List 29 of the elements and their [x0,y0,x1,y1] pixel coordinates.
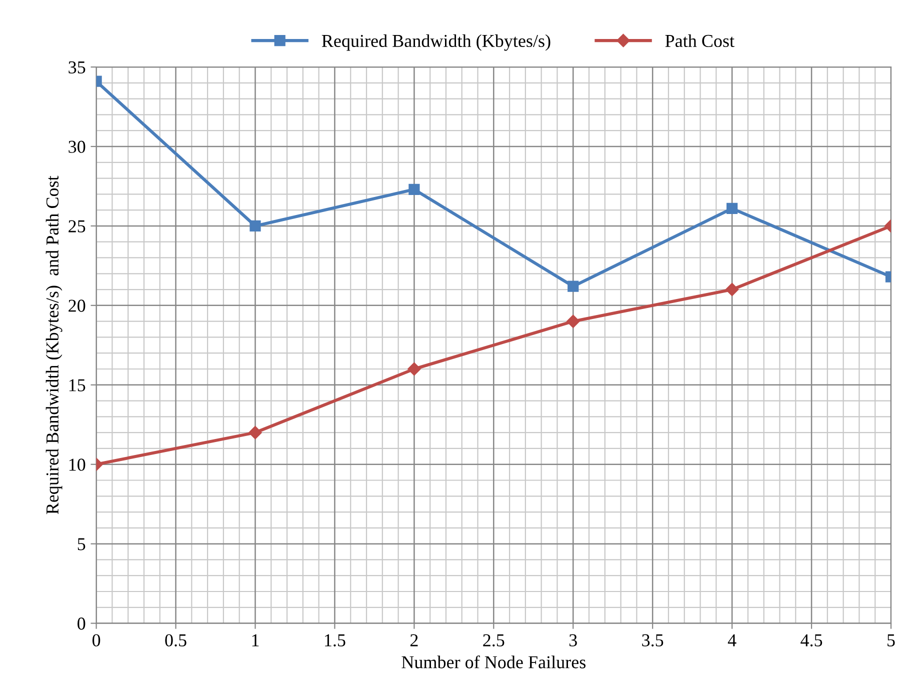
y-axis-title: Required Bandwidth (Kbytes/s) and Path Cost [46,176,62,514]
x-tick-label: 4 [728,634,736,646]
x-tick-label: 5 [888,634,895,646]
x-tick-label: 3.5 [642,634,664,646]
legend-label: Required Bandwidth (Kbytes/s) [322,34,550,51]
x-tick-label: 2.5 [483,634,504,646]
y-tick-label: 10 [69,458,86,471]
y-tick-label: 35 [68,61,86,74]
y-tick-label: 0 [78,618,86,630]
point [250,220,261,232]
x-tick-label: 4.5 [800,634,822,646]
point [248,426,262,440]
point [568,280,579,292]
x-tick-label: 0 [92,634,100,646]
y-tick-label: 15 [69,379,86,392]
x-tick-label: 3 [569,634,577,646]
x-tick-label: 2 [410,634,418,646]
x-tick-label: 0.5 [165,634,186,646]
point [408,184,420,195]
y-tick-label: 20 [68,300,86,312]
point [408,362,421,376]
y-tick-label: 25 [68,220,86,232]
point [566,314,580,328]
y-tick-label: 30 [68,140,86,153]
x-axis-title: Number of Node Failures [402,655,586,668]
x-tick-label: 1 [252,634,259,646]
y-tick-label: 5 [78,538,86,550]
x-tick-label: 1.5 [325,634,346,646]
legend-label: Path Cost [665,34,734,48]
